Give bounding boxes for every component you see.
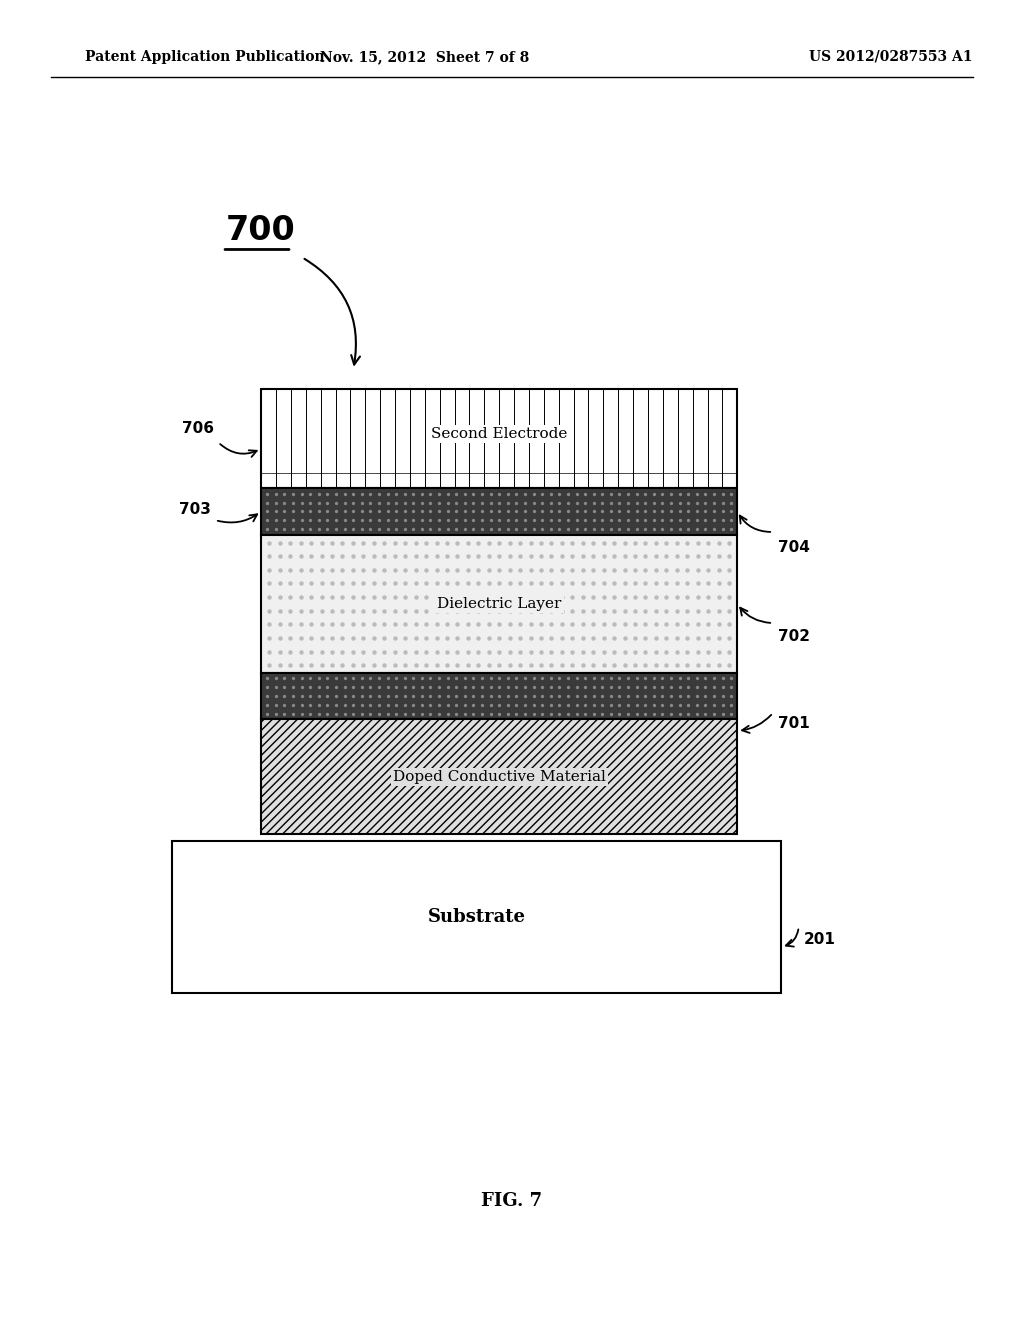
Text: 700: 700 [225,214,295,248]
FancyArrowPatch shape [739,516,770,532]
Bar [261,719,737,834]
FancyArrowPatch shape [218,515,257,523]
Text: 701: 701 [778,715,810,731]
FancyArrowPatch shape [785,929,799,946]
Text: US 2012/0287553 A1: US 2012/0287553 A1 [809,50,973,63]
Text: Patent Application Publication: Patent Application Publication [85,50,325,63]
Text: Second Electrode: Second Electrode [431,426,567,441]
Text: 201: 201 [804,932,836,948]
FancyArrowPatch shape [740,607,770,623]
Bar [261,488,737,535]
Text: Substrate: Substrate [428,908,525,925]
FancyArrowPatch shape [220,444,257,457]
Text: 703: 703 [179,502,211,517]
Text: 706: 706 [182,421,214,437]
Bar [261,673,737,719]
Text: Nov. 15, 2012  Sheet 7 of 8: Nov. 15, 2012 Sheet 7 of 8 [321,50,529,63]
Bar [261,535,737,673]
Bar [172,841,781,993]
Text: FIG. 7: FIG. 7 [481,1192,543,1210]
Text: 704: 704 [778,540,810,556]
Text: Dielectric Layer: Dielectric Layer [437,597,561,611]
FancyArrowPatch shape [742,715,771,733]
Text: Doped Conductive Material: Doped Conductive Material [393,770,605,784]
Text: 702: 702 [778,628,810,644]
FancyArrowPatch shape [304,259,360,364]
Bar [261,389,737,488]
